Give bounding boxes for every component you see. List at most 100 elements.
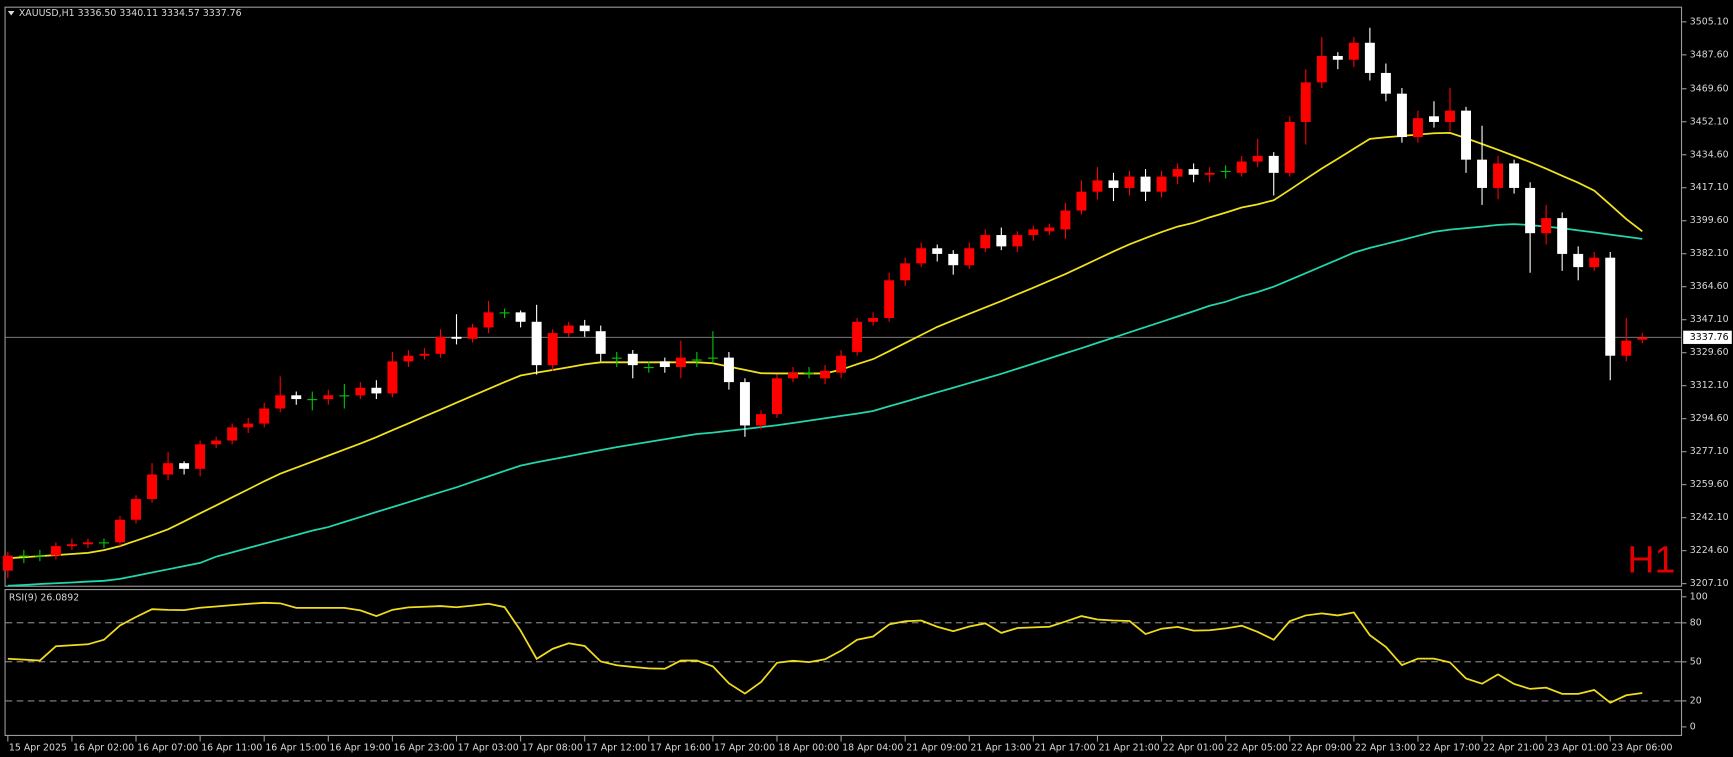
candle-body	[804, 372, 815, 374]
y-tick-label: 3312.10	[1690, 380, 1729, 391]
y-tick-label: 3417.10	[1690, 182, 1729, 193]
y-tick-label: 3434.60	[1690, 149, 1729, 160]
chart-title: XAUUSD,H1 3336.50 3340.11 3334.57 3337.7…	[19, 8, 242, 19]
candle-body	[1589, 257, 1600, 268]
candle-body	[1412, 118, 1423, 138]
candle-body	[1348, 42, 1359, 60]
x-tick-label: 17 Apr 12:00	[586, 743, 647, 754]
candle-body	[836, 355, 847, 373]
candle-body	[1300, 82, 1311, 122]
x-tick-label: 16 Apr 07:00	[137, 743, 198, 754]
candle-body	[339, 395, 350, 397]
menu-triangle	[7, 11, 15, 16]
candle-body	[595, 331, 606, 354]
candle-body	[1573, 253, 1584, 268]
x-tick-label: 22 Apr 01:00	[1163, 743, 1224, 754]
candle-body	[1012, 235, 1023, 247]
watermark: H1	[1627, 538, 1675, 580]
candle-body	[900, 263, 911, 281]
x-tick-label: 16 Apr 02:00	[73, 743, 134, 754]
candle-body	[980, 235, 991, 249]
candle-body	[99, 542, 109, 544]
x-tick-label: 16 Apr 19:00	[329, 743, 390, 754]
x-tick-label: 16 Apr 11:00	[201, 743, 262, 754]
candle-body	[1092, 180, 1103, 192]
y-tick-label: 3259.60	[1690, 479, 1729, 490]
candle-body	[1156, 176, 1167, 192]
candle-body	[131, 498, 141, 520]
candle-body	[2, 555, 13, 571]
candle-body	[1204, 172, 1215, 175]
candle-body	[1044, 227, 1055, 232]
candle-body	[227, 427, 238, 441]
candle-body	[1316, 55, 1327, 83]
candle-body	[916, 248, 927, 264]
candle-body	[1380, 72, 1391, 94]
x-tick-label: 22 Apr 13:00	[1355, 743, 1416, 754]
rsi-panel	[4, 589, 1683, 737]
candle-body	[147, 474, 158, 499]
candle-body	[1220, 170, 1231, 173]
candle-body	[307, 399, 318, 401]
candle-body	[563, 325, 574, 334]
candle-body	[435, 336, 446, 354]
candle-body	[1124, 176, 1135, 188]
x-tick-label: 17 Apr 20:00	[714, 743, 775, 754]
candle-body	[1493, 163, 1504, 188]
candle-body	[275, 395, 286, 409]
candle-body	[611, 357, 622, 359]
y-tick-label: 0	[1690, 721, 1696, 732]
x-tick-label: 23 Apr 06:00	[1611, 743, 1672, 754]
y-tick-label: 20	[1690, 695, 1702, 706]
candle-body	[1028, 229, 1039, 236]
candle-body	[419, 353, 430, 356]
x-tick-label: 18 Apr 00:00	[778, 743, 839, 754]
candle-body	[964, 248, 975, 266]
candle-body	[82, 542, 93, 545]
candle-body	[531, 321, 542, 366]
candle-body	[403, 355, 414, 362]
indicator-line	[7, 223, 1643, 587]
candle-body	[675, 357, 686, 368]
candle-body	[627, 353, 638, 366]
candle-body	[1076, 191, 1087, 211]
x-tick-label: 17 Apr 03:00	[458, 743, 519, 754]
candle-body	[1332, 55, 1343, 60]
last-price-box	[1683, 330, 1732, 344]
candle-body	[579, 325, 590, 332]
candle-body	[1637, 337, 1648, 340]
candle-body	[50, 546, 61, 556]
candle-body	[755, 414, 766, 426]
y-tick-label: 3347.10	[1690, 314, 1729, 325]
candle-body	[1477, 159, 1488, 188]
candle-body	[387, 361, 398, 394]
x-tick-label: 15 Apr 2025	[9, 743, 67, 754]
candle-body	[115, 519, 125, 543]
candle-body	[739, 382, 750, 426]
candle-body	[1172, 169, 1183, 177]
candle-body	[1525, 187, 1536, 234]
x-tick-label: 21 Apr 09:00	[906, 743, 967, 754]
y-tick-label: 50	[1690, 656, 1702, 667]
candle-body	[996, 235, 1007, 247]
candle-body	[1364, 42, 1375, 73]
x-tick-label: 22 Apr 17:00	[1419, 743, 1480, 754]
candle-body	[852, 321, 863, 352]
candle-body	[1252, 155, 1263, 162]
y-tick-label: 3452.10	[1690, 116, 1729, 127]
candle-body	[1236, 161, 1247, 173]
candle-body	[659, 361, 670, 368]
candle-body	[643, 367, 654, 369]
candle-body	[483, 312, 494, 328]
y-tick-label: 3469.60	[1690, 83, 1729, 94]
candle-body	[884, 280, 895, 319]
candle-body	[691, 359, 702, 361]
candle-body	[547, 333, 558, 366]
x-tick-label: 22 Apr 09:00	[1291, 743, 1352, 754]
candle-body	[211, 440, 222, 445]
candle-body	[1557, 218, 1568, 254]
candle-body	[451, 336, 462, 339]
candle-body	[163, 463, 174, 475]
rsi-title: RSI(9) 26.0892	[9, 592, 79, 603]
